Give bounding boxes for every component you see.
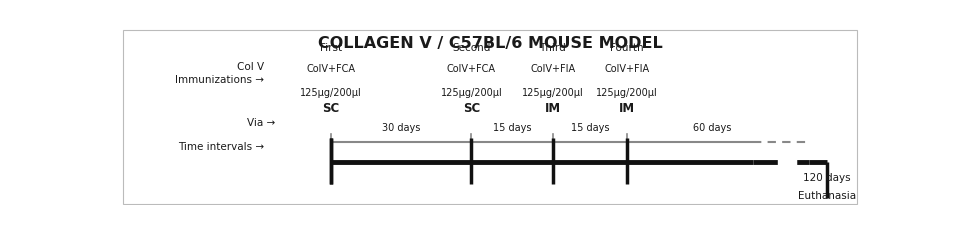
Text: Via →: Via →: [247, 118, 275, 128]
Text: ColV+FIA: ColV+FIA: [531, 64, 576, 74]
Text: 125μg/200μl: 125μg/200μl: [597, 87, 658, 97]
Text: 120 days: 120 days: [803, 173, 851, 183]
Text: ColV+FCA: ColV+FCA: [306, 64, 356, 74]
Text: 15 days: 15 days: [571, 123, 609, 133]
Text: COLLAGEN V / C57BL/6 MOUSE MODEL: COLLAGEN V / C57BL/6 MOUSE MODEL: [317, 36, 663, 51]
Text: ColV+FIA: ColV+FIA: [604, 64, 649, 74]
Text: IM: IM: [545, 102, 561, 115]
Text: IM: IM: [619, 102, 635, 115]
Text: 15 days: 15 days: [493, 123, 532, 133]
Text: 30 days: 30 days: [381, 123, 421, 133]
Text: 125μg/200μl: 125μg/200μl: [522, 87, 584, 97]
Text: Col V: Col V: [237, 61, 264, 71]
Text: Euthanasia: Euthanasia: [798, 191, 857, 201]
Text: 125μg/200μl: 125μg/200μl: [300, 87, 361, 97]
Text: SC: SC: [463, 102, 480, 115]
Text: Second: Second: [452, 43, 490, 53]
Text: SC: SC: [322, 102, 339, 115]
Text: 125μg/200μl: 125μg/200μl: [441, 87, 502, 97]
Text: Time intervals →: Time intervals →: [178, 141, 264, 151]
Text: ColV+FCA: ColV+FCA: [446, 64, 496, 74]
Text: 60 days: 60 days: [693, 123, 731, 133]
Text: Fourth: Fourth: [610, 43, 643, 53]
Text: First: First: [319, 43, 341, 53]
Text: Third: Third: [539, 43, 566, 53]
Text: Immunizations →: Immunizations →: [175, 75, 264, 85]
